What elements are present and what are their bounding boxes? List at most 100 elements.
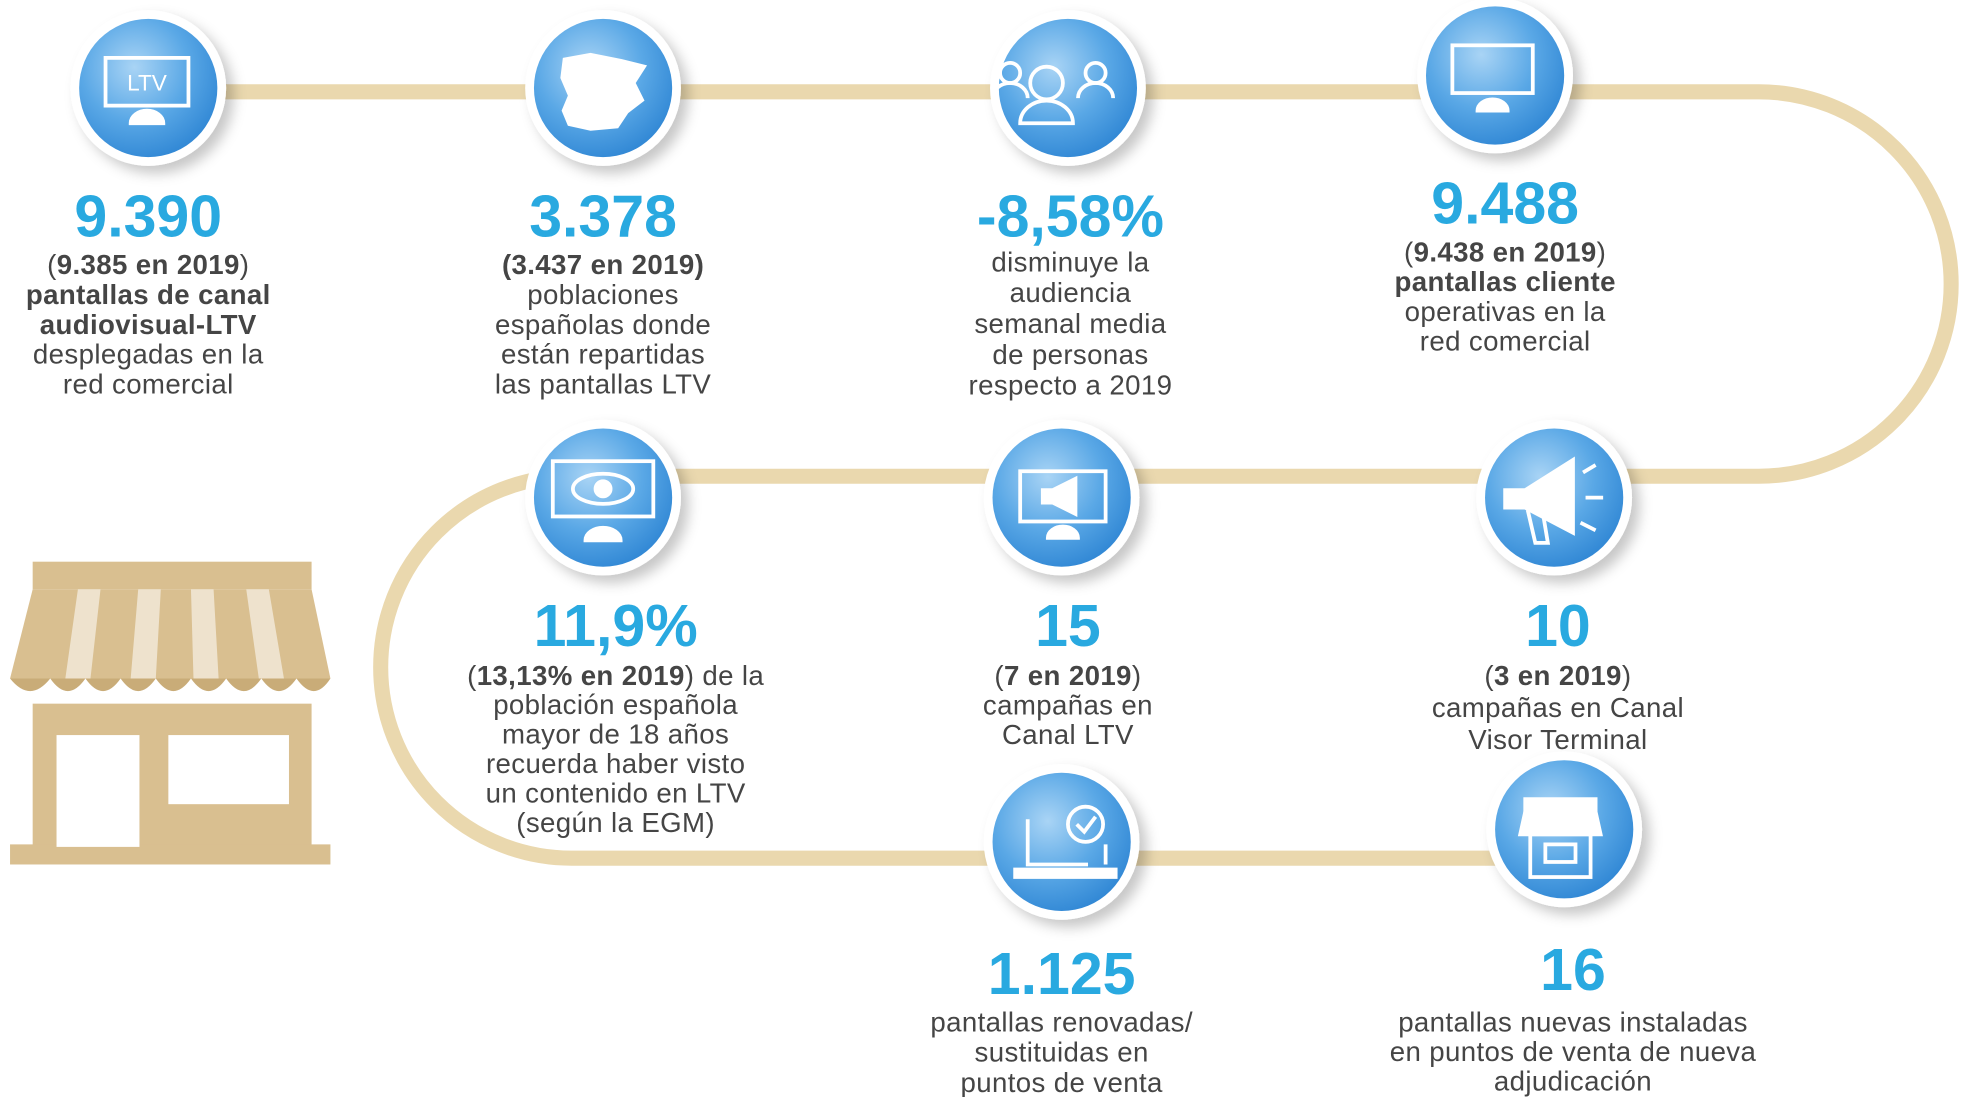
text: ): [1622, 660, 1632, 691]
text: ) de la: [685, 660, 765, 691]
text: campañas en: [983, 689, 1153, 720]
stat-description: audiovisual-LTV: [40, 309, 257, 340]
text: poblaciones: [527, 279, 679, 310]
stat-number: 15: [1035, 593, 1101, 659]
text: red comercial: [1420, 326, 1591, 357]
stat-description: campañas en: [983, 689, 1153, 720]
icon-screen: [1450, 43, 1535, 113]
text: respecto a 2019: [969, 370, 1173, 401]
stat-description: red comercial: [1420, 326, 1591, 357]
icon-disc: [79, 18, 218, 158]
text: (: [1484, 660, 1494, 691]
icon-spain-map: [560, 52, 648, 131]
text: disminuye la: [991, 246, 1149, 277]
stat-description: pantallas nuevas instaladas: [1398, 1007, 1748, 1038]
item-texts: 9.390(9.385 en 2019)pantallas de canalau…: [26, 171, 1757, 1097]
stat-description: respecto a 2019: [969, 370, 1173, 401]
stat-description: (3.437 en 2019): [502, 249, 704, 280]
stat-description: pantallas de canal: [26, 279, 271, 310]
stat-description: (9.385 en 2019): [47, 249, 249, 280]
text: semanal media: [974, 308, 1166, 339]
stat-description: sustituidas en: [975, 1037, 1149, 1068]
stat-description: Canal LTV: [1002, 719, 1134, 750]
icon-label: LTV: [127, 71, 167, 96]
stat-description: las pantallas LTV: [495, 369, 711, 400]
text: ): [1132, 660, 1142, 691]
text: mayor de 18 años: [502, 719, 729, 750]
stat-description: mayor de 18 años: [502, 719, 729, 750]
icon-laptop-check: [1013, 804, 1118, 879]
stat-description: operativas en la: [1405, 296, 1606, 327]
text: ): [1597, 236, 1607, 267]
bold-text: audiovisual-LTV: [40, 309, 257, 340]
stat-description: red comercial: [63, 369, 234, 400]
text: campañas en Canal: [1432, 692, 1684, 723]
icon-disc: [992, 772, 1131, 911]
text: (: [994, 660, 1004, 691]
stat-number: 3.378: [529, 183, 677, 249]
text: Visor Terminal: [1468, 724, 1647, 755]
text: pantallas renovadas/: [930, 1007, 1192, 1038]
text: están repartidas: [501, 339, 705, 370]
stat-description: en puntos de venta de nueva: [1390, 1036, 1757, 1067]
store-details: [10, 589, 331, 847]
text: Canal LTV: [1002, 719, 1134, 750]
icons: LTV: [103, 43, 1604, 879]
stat-description: poblaciones: [527, 279, 679, 310]
stat-description: semanal media: [974, 308, 1166, 339]
stat-description: (7 en 2019): [994, 660, 1141, 691]
text: de personas: [992, 339, 1148, 370]
text: (: [47, 249, 57, 280]
stat-description: (3 en 2019): [1484, 660, 1631, 691]
bold-text: 7 en 2019: [1004, 660, 1132, 691]
icon-store: [1517, 797, 1603, 879]
text: en puntos de venta de nueva: [1390, 1036, 1757, 1067]
bold-text: pantallas de canal: [26, 279, 271, 310]
stat-description: (13,13% en 2019) de la: [467, 660, 764, 691]
stat-description: pantallas renovadas/: [930, 1007, 1192, 1038]
icon-disc: [1425, 6, 1565, 145]
stat-description: están repartidas: [501, 339, 705, 370]
stat-description: campañas en Canal: [1432, 692, 1684, 723]
stat-number: 10: [1525, 593, 1591, 659]
text: ): [240, 249, 250, 280]
icon-people: [990, 61, 1116, 126]
bold-text: 9.385 en 2019: [57, 249, 240, 280]
text: población española: [493, 689, 738, 720]
stat-description: (9.438 en 2019): [1404, 236, 1606, 267]
stat-description: adjudicación: [1494, 1066, 1652, 1097]
stat-description: audiencia: [1010, 277, 1132, 308]
icon-ltv-screen: LTV: [103, 56, 191, 126]
icon-megaphone: [1503, 456, 1604, 545]
text: pantallas nuevas instaladas: [1398, 1007, 1748, 1038]
stat-description: población española: [493, 689, 738, 720]
text: (según la EGM): [516, 807, 715, 838]
text: operativas en la: [1405, 296, 1606, 327]
stat-description: un contenido en LTV: [486, 777, 746, 808]
stat-description: pantallas cliente: [1394, 266, 1615, 297]
stat-description: recuerda haber visto: [486, 748, 745, 779]
icon-disc: [998, 18, 1138, 158]
text: un contenido en LTV: [486, 777, 746, 808]
stat-number: 11,9%: [534, 593, 698, 659]
icon-megaphone-screen: [1018, 469, 1108, 540]
text: (: [1404, 236, 1414, 267]
stat-description: de personas: [992, 339, 1148, 370]
bold-text: 13,13% en 2019: [477, 660, 685, 691]
stat-number: -8,58%: [977, 183, 1164, 249]
stat-number: 9.488: [1431, 171, 1579, 237]
text: desplegadas en la: [33, 339, 264, 370]
bold-text: (3.437 en 2019): [502, 249, 704, 280]
text: red comercial: [63, 369, 234, 400]
stat-description: (según la EGM): [516, 807, 715, 838]
icon-eye-screen: [550, 459, 656, 543]
stat-description: españolas donde: [495, 309, 711, 340]
stat-description: disminuye la: [991, 246, 1149, 277]
bold-text: pantallas cliente: [1394, 266, 1615, 297]
text: sustituidas en: [975, 1037, 1149, 1068]
stat-number: 16: [1540, 937, 1606, 1003]
text: puntos de venta: [961, 1067, 1164, 1097]
bold-text: 3 en 2019: [1494, 660, 1622, 691]
